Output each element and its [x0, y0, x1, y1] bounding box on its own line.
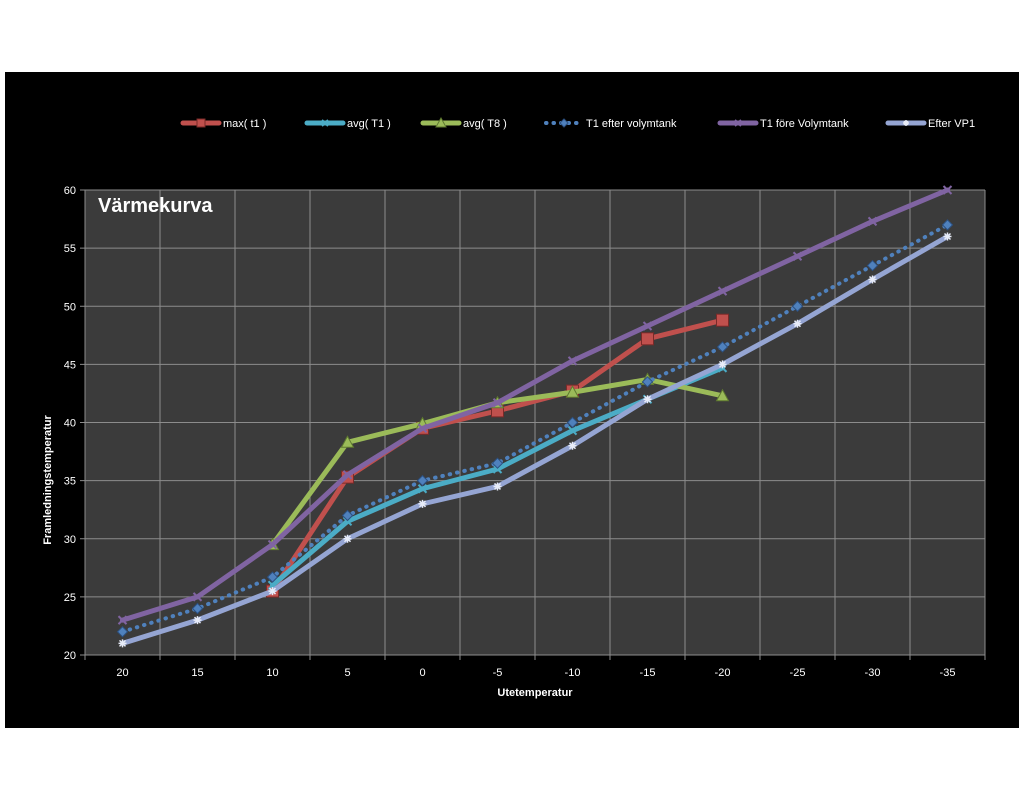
- legend-item: avg( T8 ): [420, 116, 507, 130]
- chart-title: Värmekurva: [98, 195, 213, 217]
- series-5: [117, 185, 953, 625]
- x-tick-label: 10: [266, 667, 278, 679]
- series-4: [116, 219, 954, 638]
- data-point: [116, 626, 129, 638]
- data-point: [793, 319, 802, 328]
- data-point: [491, 457, 504, 469]
- legend-label: Efter VP1: [928, 118, 975, 130]
- series-line: [120, 222, 950, 634]
- x-tick-label: -35: [940, 667, 956, 679]
- x-tick-label: -15: [640, 667, 656, 679]
- x-tick-label: -10: [565, 667, 581, 679]
- y-tick-label: 45: [64, 359, 76, 371]
- data-point: [416, 474, 429, 487]
- data-point: [343, 534, 352, 543]
- data-point: [717, 286, 728, 296]
- data-point: [117, 615, 128, 625]
- data-point: [792, 251, 803, 261]
- y-axis-title: Framledningstemperatur: [42, 414, 54, 544]
- data-point: [567, 356, 578, 366]
- y-tick-label: 20: [64, 650, 76, 662]
- data-point: [943, 232, 952, 241]
- data-point: [565, 385, 580, 398]
- data-point: [867, 216, 878, 227]
- data-point: [716, 313, 729, 327]
- data-point: [566, 416, 579, 429]
- data-point: [266, 571, 279, 583]
- y-tick-label: 25: [64, 592, 76, 604]
- legend-marker: [321, 119, 329, 127]
- data-point: [493, 482, 502, 491]
- data-point: [716, 341, 729, 353]
- data-point: [791, 300, 804, 312]
- data-point: [942, 185, 953, 195]
- data-point: [118, 639, 127, 648]
- line-chart: max( t1 ) avg( T1 ) avg( T8 ) T1 efter voly…: [42, 116, 986, 699]
- data-point: [715, 388, 730, 402]
- data-point: [267, 539, 278, 550]
- x-tick-label: 20: [116, 667, 128, 679]
- data-point: [568, 441, 577, 450]
- data-point: [268, 587, 277, 596]
- data-point: [567, 425, 578, 436]
- data-point: [641, 332, 654, 346]
- data-point: [342, 516, 353, 527]
- legend: max( t1 ) avg( T1 ) avg( T8 ) T1 efter voly…: [180, 116, 975, 130]
- data-point: [191, 602, 204, 615]
- x-tick-label: 5: [344, 667, 350, 679]
- y-tick-label: 30: [64, 534, 76, 546]
- legend-marker: [435, 116, 447, 128]
- x-tick-label: -30: [865, 667, 881, 679]
- data-point: [718, 360, 727, 369]
- series-line: [120, 234, 950, 646]
- series-layer: [116, 185, 954, 648]
- y-tick-label: 55: [64, 243, 76, 255]
- x-tick-label: -5: [493, 667, 503, 679]
- data-point: [193, 616, 202, 625]
- legend-label: avg( T8 ): [463, 118, 507, 130]
- legend-label: max( t1 ): [223, 118, 266, 130]
- x-tick-label: 15: [191, 667, 203, 679]
- data-point: [341, 509, 354, 522]
- legend-marker: [559, 118, 569, 128]
- data-point: [866, 259, 879, 272]
- legend-item: avg( T1 ): [304, 118, 391, 130]
- x-axis-title: Utetemperatur: [497, 687, 573, 699]
- legend-label: T1 före Volymtank: [760, 118, 849, 130]
- x-tick-label: 0: [419, 667, 425, 679]
- data-point: [643, 395, 652, 404]
- x-tick-label: -25: [790, 667, 806, 679]
- data-point: [417, 484, 428, 494]
- data-point: [641, 376, 654, 388]
- y-tick-label: 40: [64, 418, 76, 430]
- data-point: [642, 321, 653, 331]
- legend-label: T1 efter volymtank: [586, 118, 677, 130]
- data-point: [418, 499, 427, 508]
- data-point: [492, 464, 503, 474]
- legend-item: Efter VP1: [885, 118, 975, 130]
- chart-area: max( t1 ) avg( T1 ) avg( T8 ) T1 efter voly…: [5, 72, 1019, 728]
- y-tick-label: 60: [64, 185, 76, 197]
- data-point: [417, 423, 428, 434]
- data-point: [941, 219, 954, 231]
- legend-item: T1 efter volymtank: [544, 118, 677, 130]
- data-point: [492, 398, 503, 408]
- data-point: [868, 275, 877, 284]
- legend-marker: [903, 120, 909, 126]
- data-point: [192, 592, 203, 602]
- x-tick-label: -20: [715, 667, 731, 679]
- legend-marker: [196, 118, 206, 128]
- y-tick-label: 50: [64, 301, 76, 313]
- series-line: [120, 187, 950, 623]
- data-point: [342, 470, 353, 480]
- legend-marker: [734, 119, 742, 127]
- legend-item: max( t1 ): [180, 118, 266, 130]
- data-point: [340, 435, 355, 448]
- legend-label: avg( T1 ): [347, 118, 391, 130]
- y-tick-label: 35: [64, 476, 76, 488]
- series-6: [118, 232, 952, 648]
- legend-item: T1 före Volymtank: [717, 118, 849, 130]
